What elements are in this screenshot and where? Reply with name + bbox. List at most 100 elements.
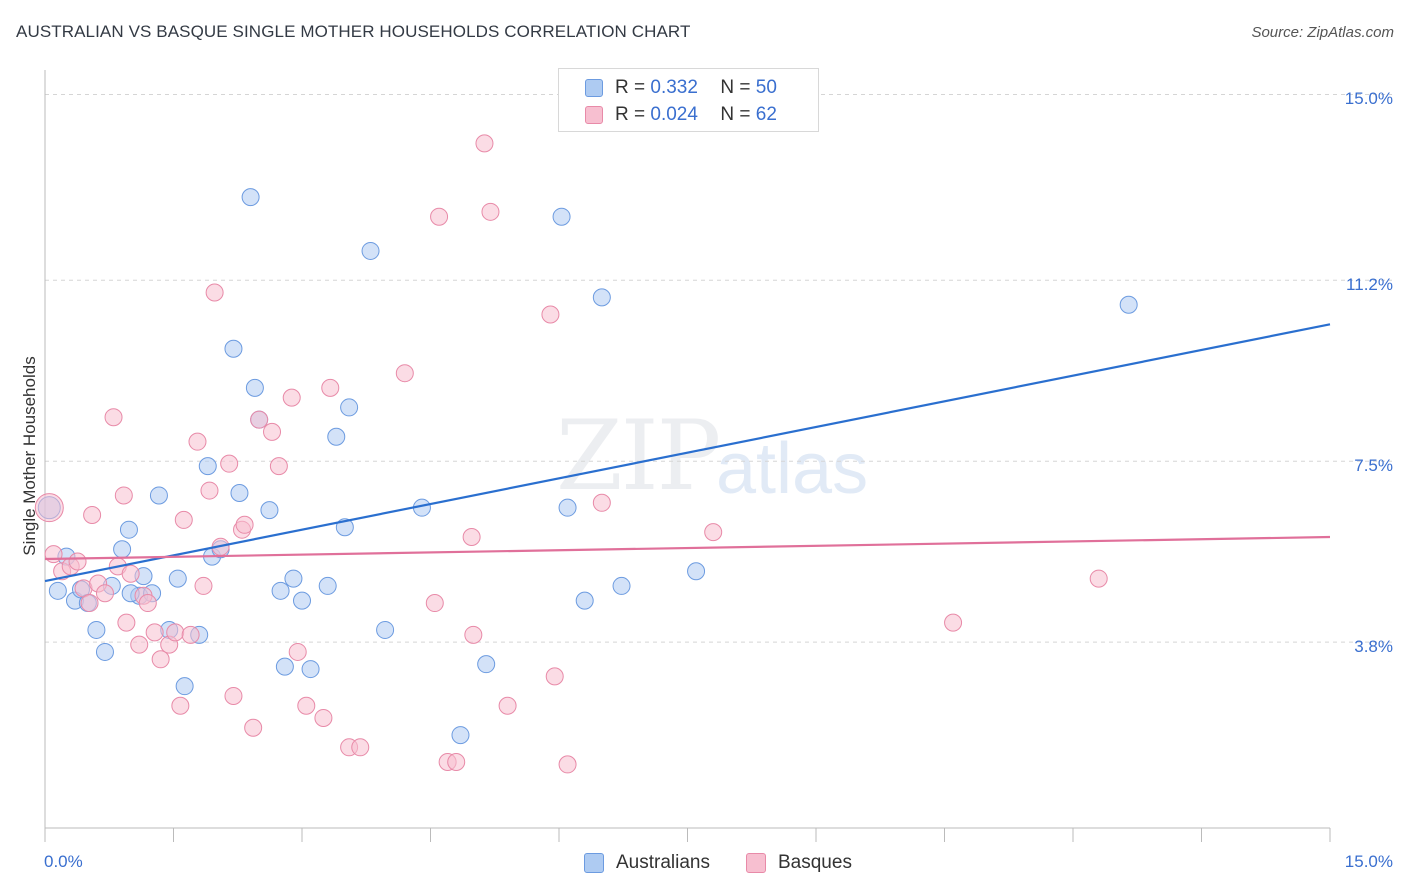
australians-point — [376, 620, 395, 639]
basques-point — [314, 708, 333, 727]
basques-point — [558, 755, 577, 774]
basques-point — [145, 623, 164, 642]
y-tick-label: 3.8% — [1354, 637, 1393, 657]
basques-point — [80, 594, 99, 613]
basques-point — [138, 594, 157, 613]
basques-point — [498, 696, 517, 715]
legend-label-australians: Australians — [616, 852, 710, 873]
basques-point — [95, 584, 114, 603]
basques-legend-swatch — [746, 853, 766, 873]
basques-point — [83, 506, 102, 525]
legend-n-value: 62 — [755, 104, 777, 125]
basques-point — [117, 613, 136, 632]
legend-r-label: R = — [615, 77, 646, 98]
trend-lines — [44, 323, 1331, 583]
basques-point — [425, 594, 444, 613]
australians-point — [168, 569, 187, 588]
australians-point — [1119, 295, 1138, 314]
basques-swatch — [585, 106, 603, 124]
basques-point — [297, 696, 316, 715]
basques-point — [545, 667, 564, 686]
basques-point — [944, 613, 963, 632]
australians-point — [260, 501, 279, 520]
basques-point — [121, 564, 140, 583]
basques-point — [114, 486, 133, 505]
australians-point — [575, 591, 594, 610]
legend-row-australians: R = 0.332 N = 50 — [585, 77, 777, 99]
legend-n-label: N = — [720, 104, 751, 125]
legend-r-value: 0.332 — [650, 77, 698, 98]
australians-point — [592, 288, 611, 307]
basques-point — [475, 134, 494, 153]
correlation-legend: R = 0.332 N = 50 R = 0.024 N = 62 — [558, 68, 819, 132]
australians-point — [301, 660, 320, 679]
basques-point — [282, 388, 301, 407]
basques-point — [395, 364, 414, 383]
basques-point — [174, 510, 193, 529]
legend-n-label: N = — [720, 77, 751, 98]
australians-point — [327, 427, 346, 446]
australians-trend-line — [44, 323, 1331, 583]
watermark-zip: ZIP — [556, 400, 721, 512]
australians-point — [175, 677, 194, 696]
basques-point — [464, 625, 483, 644]
basques-point — [171, 696, 190, 715]
australians-points — [37, 188, 1138, 745]
source-label: Source: ZipAtlas.com — [1251, 24, 1394, 41]
legend-item-australians[interactable]: Australians — [584, 852, 710, 874]
australians-point — [241, 188, 260, 207]
legend-label-basques: Basques — [778, 852, 852, 873]
axes — [44, 70, 1331, 842]
basques-point — [263, 422, 282, 441]
australians-point — [198, 457, 217, 476]
australians-point — [558, 498, 577, 517]
basques-point — [68, 552, 87, 571]
basques-point — [1089, 569, 1108, 588]
legend-r-label: R = — [615, 104, 646, 125]
basques-point — [447, 752, 466, 771]
basques-point — [104, 408, 123, 427]
chart-title: AUSTRALIAN VS BASQUE SINGLE MOTHER HOUSE… — [16, 22, 691, 41]
x-tick-label-max: 15.0% — [1344, 852, 1393, 871]
australians-point — [119, 520, 138, 539]
y-tick-label: 15.0% — [1344, 89, 1393, 109]
australians-point — [95, 642, 114, 661]
basques-point — [194, 576, 213, 595]
australians-point — [361, 241, 380, 260]
australians-point — [687, 562, 706, 581]
basques-point — [130, 635, 149, 654]
basques-point — [224, 686, 243, 705]
basques-point — [269, 457, 288, 476]
basques-point — [351, 738, 370, 757]
australians-point — [340, 398, 359, 417]
y-axis-label: Single Mother Households — [20, 356, 39, 556]
series-legend: Australians Basques — [584, 852, 888, 874]
basques-point — [244, 718, 263, 737]
basques-point — [44, 545, 63, 564]
australians-point — [149, 486, 168, 505]
y-tick-label: 7.5% — [1354, 456, 1393, 476]
australians-point — [612, 576, 631, 595]
basques-point — [250, 410, 269, 429]
basques-point — [541, 305, 560, 324]
australians-point — [271, 581, 290, 600]
basques-trend-line — [44, 535, 1331, 561]
australians-point — [48, 581, 67, 600]
australians-point — [224, 339, 243, 358]
basques-point — [188, 432, 207, 451]
australians-point — [477, 655, 496, 674]
australians-point — [451, 726, 470, 745]
australians-point — [552, 207, 571, 226]
legend-item-basques[interactable]: Basques — [746, 852, 852, 874]
basques-point — [288, 642, 307, 661]
basques-point — [220, 454, 239, 473]
x-tick-label-min: 0.0% — [44, 852, 83, 871]
basques-points — [34, 134, 1108, 774]
basques-point — [181, 625, 200, 644]
australians-point — [293, 591, 311, 610]
basques-point — [34, 493, 64, 523]
basques-point — [321, 378, 340, 397]
basques-point — [462, 528, 481, 547]
basques-point — [430, 207, 449, 226]
